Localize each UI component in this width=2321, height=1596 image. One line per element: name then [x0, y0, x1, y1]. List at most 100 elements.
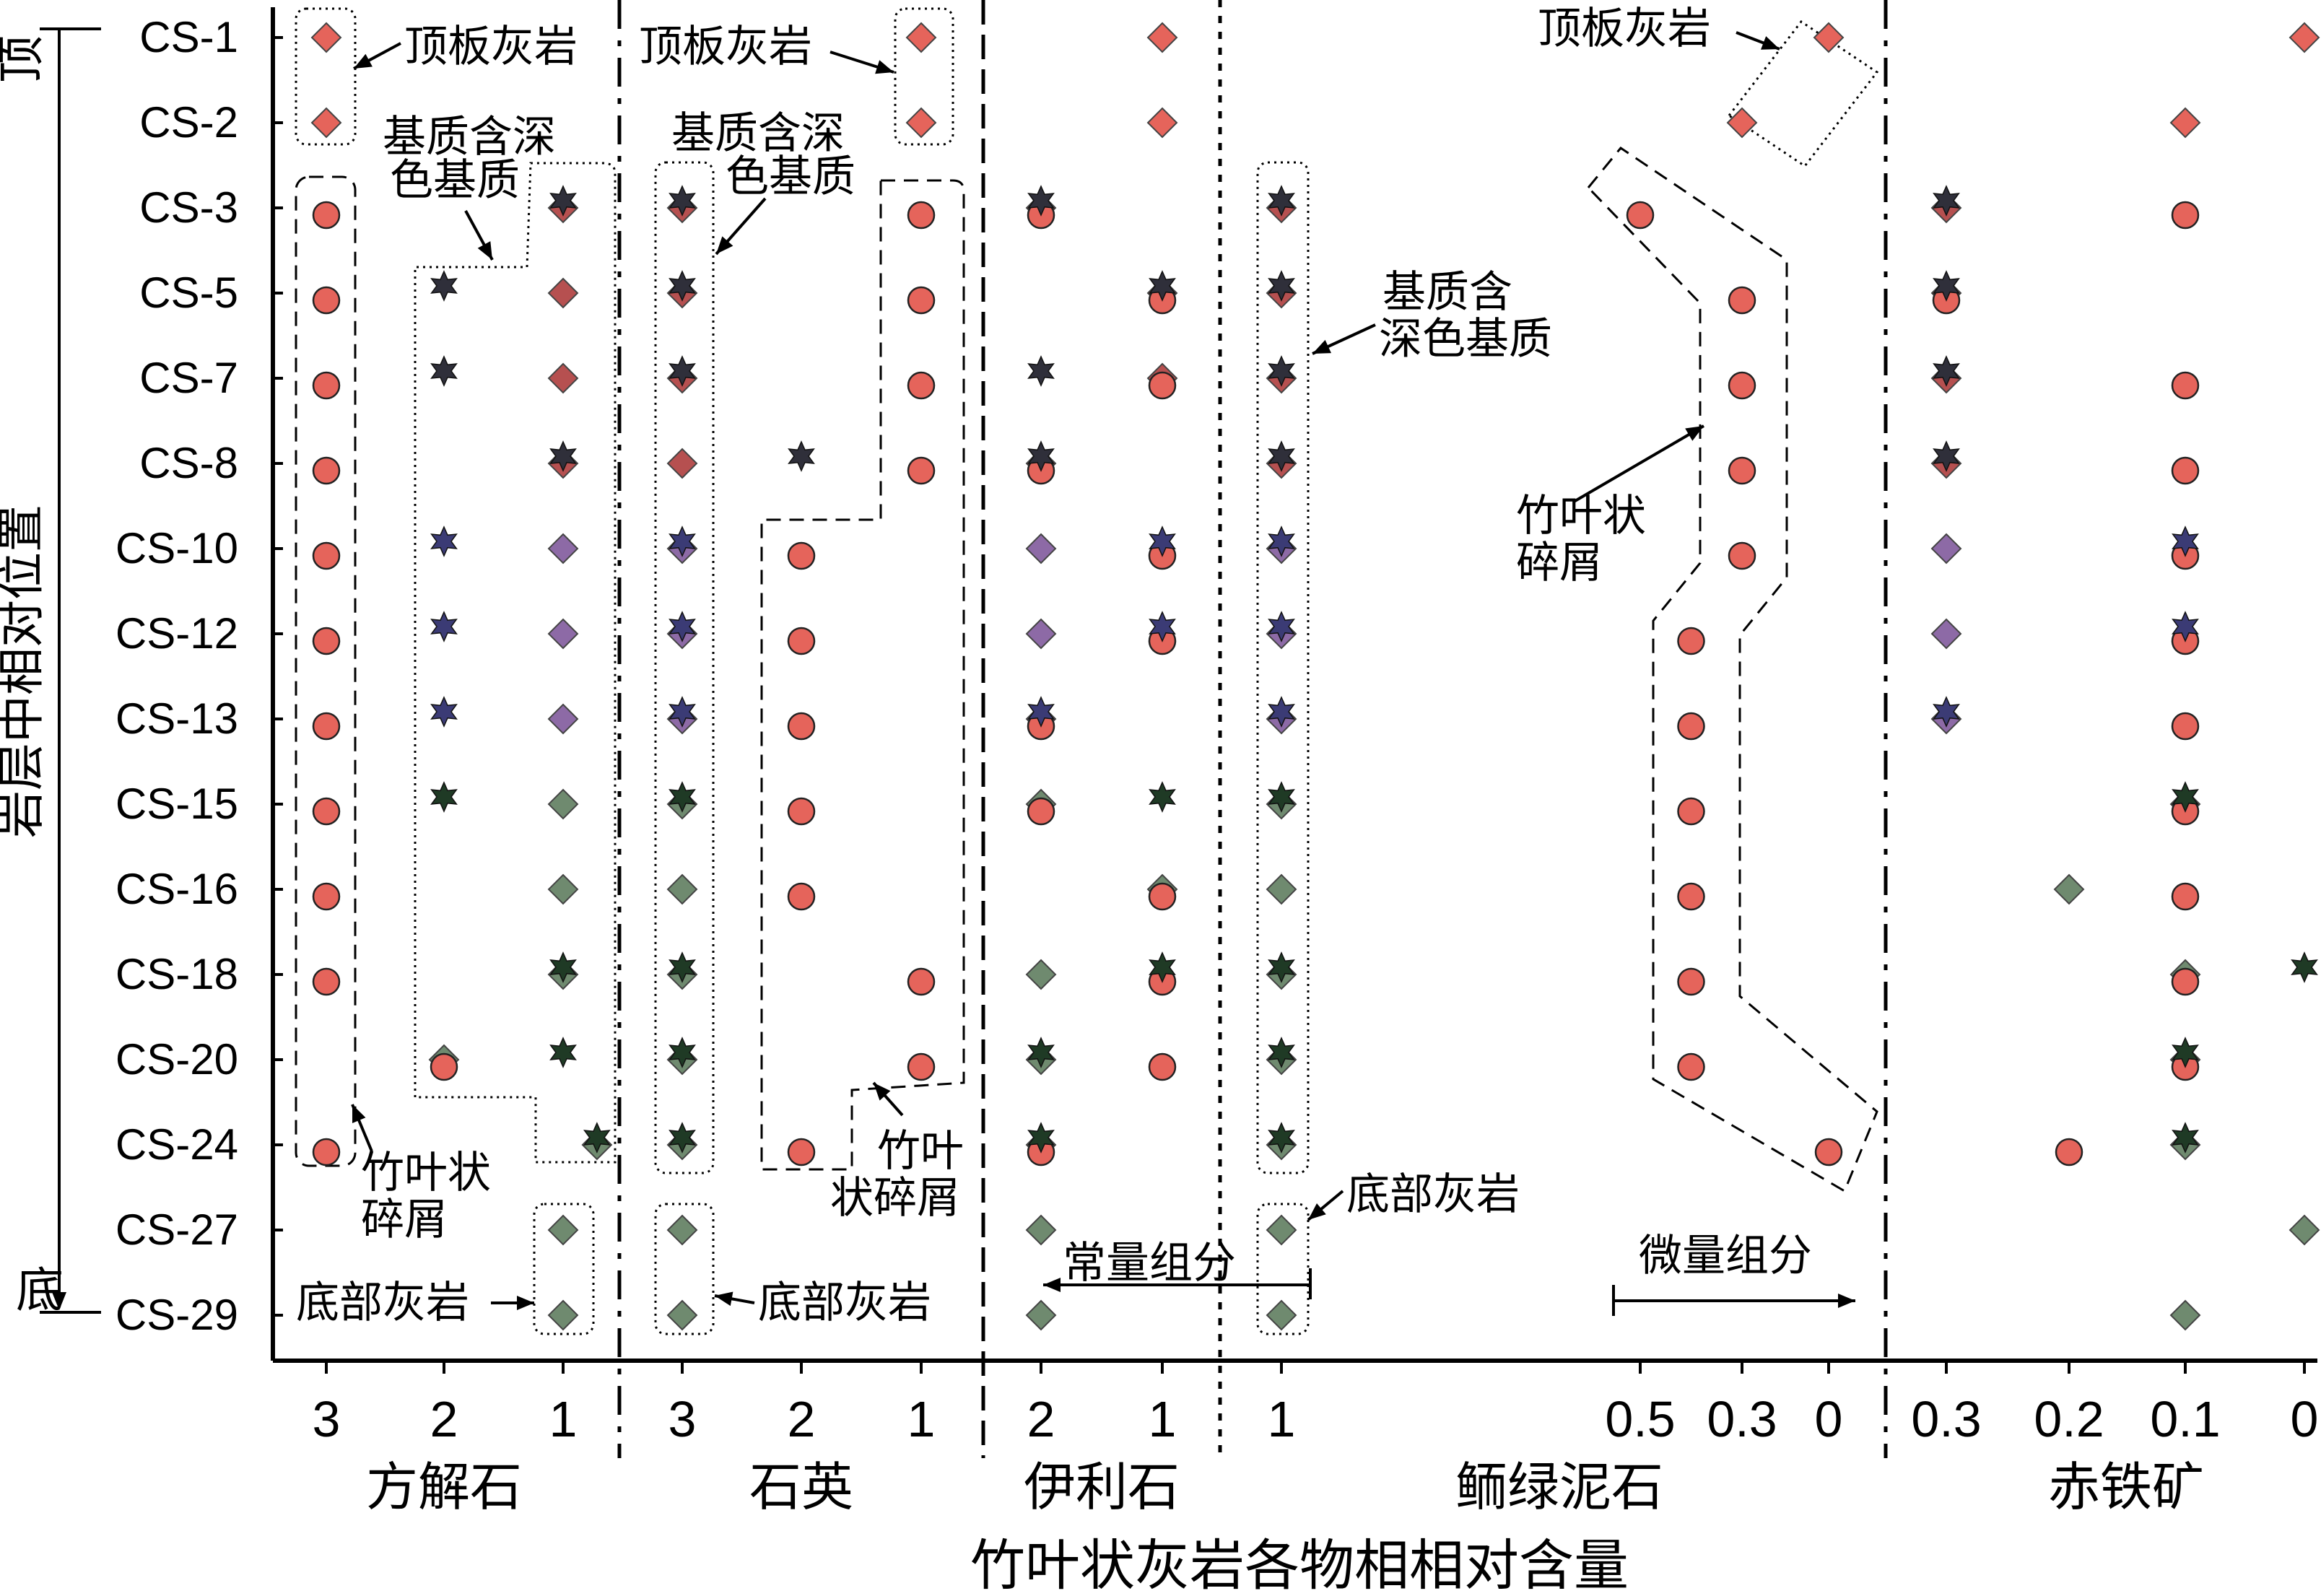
marker-star — [669, 611, 696, 642]
sample-label: CS-12 — [116, 609, 238, 658]
anno-matrix-calcite-2: 色基质 — [390, 155, 520, 206]
marker-star — [669, 951, 696, 983]
marker-circle — [1677, 627, 1705, 655]
marker-star — [1268, 1122, 1295, 1154]
sample-label: CS-8 — [139, 439, 238, 487]
anno-arrow-top-limestone-quartz-head — [875, 60, 894, 74]
panel-separators — [617, 0, 1888, 1458]
marker-circle — [2171, 712, 2200, 741]
marker-circle — [2171, 456, 2200, 485]
marker-diamond — [547, 618, 579, 650]
marker-star — [430, 611, 458, 642]
anno-debris-quartz-2: 状碎屑 — [830, 1173, 960, 1224]
marker-diamond — [666, 1214, 698, 1246]
marker-diamond — [905, 22, 937, 53]
sample-label: CS-2 — [139, 98, 238, 147]
marker-star — [2172, 611, 2199, 642]
marker-circle — [1677, 797, 1705, 826]
marker-circle — [1148, 1052, 1177, 1081]
marker-circle — [312, 712, 341, 741]
anno-bottom-limestone-chlorite: 底部灰岩 — [1346, 1169, 1520, 1220]
marker-diamond — [547, 362, 579, 394]
x-tick-label: 0.3 — [1707, 1391, 1777, 1447]
marker-star — [1268, 185, 1295, 217]
anno-debris-calcite-2: 碎屑 — [361, 1195, 448, 1245]
marker-star — [1149, 270, 1176, 302]
marker-star — [669, 526, 696, 557]
marker-star — [788, 440, 815, 472]
y-axis-title: 岩层中相对位置 — [0, 505, 49, 838]
outline-matrix-quartz — [654, 161, 715, 1174]
anno-top-limestone-quartz: 顶板灰岩 — [639, 22, 812, 72]
marker-star — [1268, 526, 1295, 557]
marker-circle — [907, 286, 936, 315]
marker-star — [1027, 696, 1055, 728]
outline-debris-chlorite — [1586, 146, 1878, 1193]
marker-diamond — [1930, 533, 1962, 564]
marker-circle — [1148, 371, 1177, 400]
marker-diamond — [310, 107, 342, 139]
marker-diamond — [547, 1299, 579, 1331]
marker-circle — [907, 456, 936, 485]
x-tick-label: 0.5 — [1605, 1391, 1675, 1447]
x-tick-label: 2 — [430, 1391, 458, 1447]
sample-label: CS-13 — [116, 694, 238, 743]
marker-star — [2172, 1037, 2199, 1068]
marker-star — [1027, 185, 1055, 217]
marker-diamond — [1266, 1299, 1297, 1331]
marker-star — [1149, 611, 1176, 642]
outline-debris-quartz — [760, 179, 965, 1171]
marker-star — [669, 1037, 696, 1068]
marker-circle — [1814, 1138, 1843, 1167]
marker-diamond — [666, 448, 698, 479]
outline-bottom-limestone-quartz — [654, 1203, 715, 1335]
marker-star — [430, 526, 458, 557]
anno-arrow-debris-chlorite-head — [1685, 426, 1704, 441]
marker-star — [430, 781, 458, 813]
marker-star — [1933, 270, 1960, 302]
outline-bottom-limestone-calcite — [533, 1203, 595, 1335]
marker-circle — [312, 371, 341, 400]
sample-label: CS-20 — [116, 1035, 238, 1083]
panel-name: 鲕绿泥石 — [1455, 1457, 1663, 1517]
panel-name: 赤铁矿 — [2048, 1457, 2204, 1517]
y-axis-bottom-label: 底 — [16, 1263, 64, 1318]
marker-star — [1933, 185, 1960, 217]
anno-arrow-top-limestone-chlorite-head — [1761, 36, 1780, 50]
anno-top-limestone-calcite: 顶板灰岩 — [404, 22, 578, 72]
marker-star — [1268, 611, 1295, 642]
marker-diamond — [1025, 618, 1057, 650]
data-markers — [310, 22, 2320, 1331]
marker-diamond — [1146, 22, 1178, 53]
marker-star — [549, 1037, 577, 1068]
marker-circle — [907, 201, 936, 230]
marker-circle — [1728, 541, 1756, 570]
marker-diamond — [1025, 1299, 1057, 1331]
anno-arrow-major-components-head — [1043, 1278, 1061, 1292]
marker-star — [1149, 951, 1176, 983]
sample-label: CS-15 — [116, 780, 238, 828]
marker-diamond — [1813, 22, 1845, 53]
anno-matrix-quartz-1: 基质含深 — [671, 108, 845, 159]
anno-top-limestone-chlorite: 顶板灰岩 — [1538, 4, 1711, 54]
marker-star — [2172, 1122, 2199, 1154]
sample-label: CS-5 — [139, 269, 238, 317]
sample-label: CS-1 — [139, 13, 238, 61]
marker-circle — [907, 967, 936, 996]
x-tick-label: 0 — [2291, 1391, 2319, 1447]
outline-matrix-calcite — [414, 162, 617, 1164]
anno-debris-chlorite-2: 碎屑 — [1516, 538, 1603, 588]
outline-debris-calcite — [295, 175, 357, 1167]
marker-diamond — [1726, 107, 1758, 139]
panel-name: 方解石 — [366, 1457, 522, 1517]
marker-star — [1268, 440, 1295, 472]
marker-circle — [787, 797, 816, 826]
marker-star — [430, 696, 458, 728]
anno-arrow-bottom-limestone-quartz-head — [715, 1291, 733, 1307]
marker-circle — [787, 1138, 816, 1167]
marker-circle — [2055, 1138, 2083, 1167]
marker-star — [1027, 1037, 1055, 1068]
panel-name: 石英 — [749, 1457, 853, 1517]
anno-arrow-minor-components-head — [1838, 1294, 1855, 1308]
sample-label: CS-24 — [116, 1120, 238, 1169]
